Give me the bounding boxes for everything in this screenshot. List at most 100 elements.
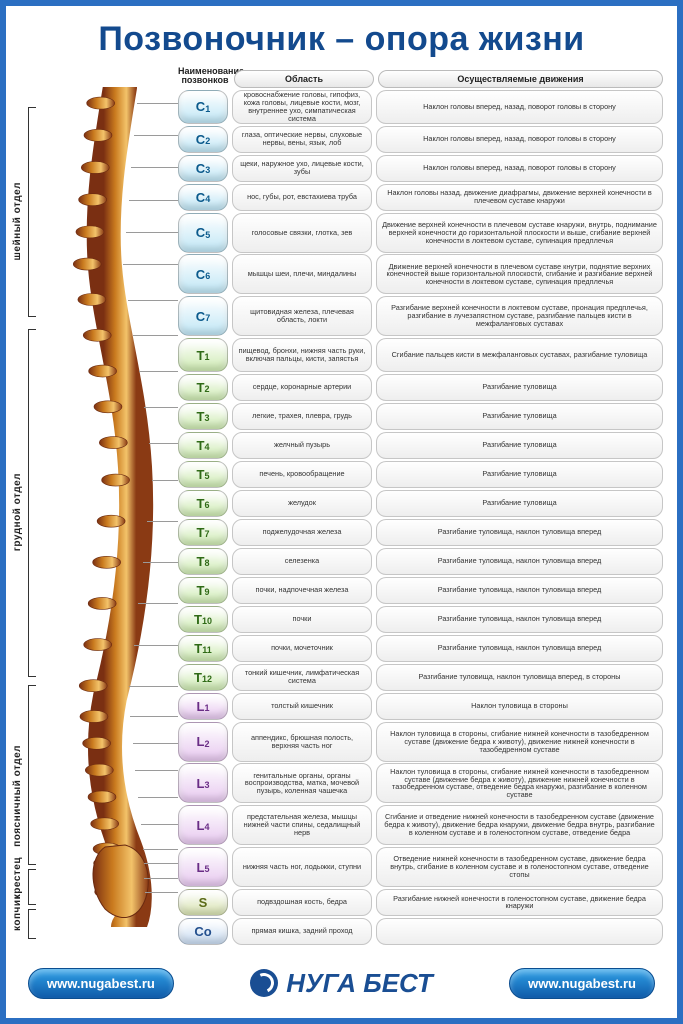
- header-name: Наименование позвонков: [178, 67, 232, 88]
- table-row: Sподвздошная кость, бедраРазгибание нижн…: [178, 889, 663, 916]
- vertebra-badge: T1: [178, 338, 228, 372]
- table-row: L5нижняя часть ног, лодыжки, ступниОтвед…: [178, 847, 663, 887]
- leader-line: [137, 103, 178, 104]
- table-rows: C1кровоснабжение головы, гипофиз, кожа г…: [178, 90, 663, 945]
- vertebra-badge: L2: [178, 722, 228, 762]
- table-row: T4желчный пузырьРазгибание туловища: [178, 432, 663, 459]
- area-cell: почки, надпочечная железа: [232, 577, 372, 604]
- spine-illustration: [50, 87, 170, 927]
- movement-cell: Движение верхней конечности в плечевом с…: [376, 213, 663, 253]
- area-cell: мышцы шеи, плечи, миндалины: [232, 254, 372, 294]
- leader-line: [145, 892, 178, 893]
- vertebra-badge: T2: [178, 374, 228, 401]
- vertebra-badge: C6: [178, 254, 228, 294]
- area-cell: нос, губы, рот, евстахиева труба: [232, 184, 372, 211]
- vertebra-badge: T11: [178, 635, 228, 662]
- vertebra-badge: T3: [178, 403, 228, 430]
- leader-line: [123, 264, 178, 265]
- leader-line: [130, 716, 178, 717]
- vertebra-badge: T9: [178, 577, 228, 604]
- movement-cell: Разгибание туловища: [376, 461, 663, 488]
- table-row: C5голосовые связки, глотка, зевДвижение …: [178, 213, 663, 253]
- area-cell: селезенка: [232, 548, 372, 575]
- vertebra-badge: Co: [178, 918, 228, 945]
- table-row: C3щеки, наружное ухо, лицевые кости, зуб…: [178, 155, 663, 182]
- leader-line: [139, 371, 178, 372]
- vertebra-badge: C1: [178, 90, 228, 124]
- area-cell: прямая кишка, задний проход: [232, 918, 372, 945]
- table-row: T9почки, надпочечная железаРазгибание ту…: [178, 577, 663, 604]
- area-cell: глаза, оптические нервы, слуховые нервы,…: [232, 126, 372, 153]
- table-headers: Наименование позвонков Область Осуществл…: [178, 67, 663, 88]
- footer: www.nugabest.ru НУГА БЕСТ www.nugabest.r…: [6, 956, 677, 1018]
- area-cell: нижняя часть ног, лодыжки, ступни: [232, 847, 372, 887]
- leader-line: [131, 167, 178, 168]
- leader-line: [144, 407, 178, 408]
- leader-line: [133, 335, 178, 336]
- table-row: T8селезенкаРазгибание туловища, наклон т…: [178, 548, 663, 575]
- movement-cell: Разгибание нижней конечности в голеносто…: [376, 889, 663, 916]
- vertebra-badge: S: [178, 889, 228, 916]
- movement-cell: Наклон головы вперед, назад, поворот гол…: [376, 126, 663, 153]
- area-cell: поджелудочная железа: [232, 519, 372, 546]
- table-row: C7щитовидная железа, плечевая область, л…: [178, 296, 663, 336]
- header-movements: Осуществляемые движения: [378, 70, 663, 88]
- area-cell: почки, мочеточник: [232, 635, 372, 662]
- movement-cell: Разгибание туловища: [376, 432, 663, 459]
- vertebra-badge: L1: [178, 693, 228, 720]
- leader-line: [138, 603, 178, 604]
- area-cell: легкие, трахея, плевра, грудь: [232, 403, 372, 430]
- spine-section-bracket: [28, 909, 36, 939]
- leader-line: [128, 300, 178, 301]
- movement-cell: Разгибание туловища: [376, 490, 663, 517]
- vertebra-badge: T4: [178, 432, 228, 459]
- movement-cell: Разгибание туловища, наклон туловища впе…: [376, 664, 663, 691]
- area-cell: кровоснабжение головы, гипофиз, кожа гол…: [232, 90, 372, 124]
- movement-cell: Разгибание туловища: [376, 374, 663, 401]
- leader-line: [143, 849, 178, 850]
- vertebra-badge: C2: [178, 126, 228, 153]
- table-row: T1пищевод, бронхи, нижняя часть руки, вк…: [178, 338, 663, 372]
- leader-line: [126, 232, 178, 233]
- brand-logo-icon: [250, 969, 278, 997]
- spine-section-bracket: [28, 869, 36, 905]
- leader-line: [144, 878, 178, 879]
- area-cell: сердце, коронарные артерии: [232, 374, 372, 401]
- url-pill-right[interactable]: www.nugabest.ru: [509, 968, 655, 999]
- movement-cell: Наклон туловища в стороны: [376, 693, 663, 720]
- leader-line: [141, 824, 178, 825]
- area-cell: почки: [232, 606, 372, 633]
- movement-cell: Разгибание туловища, наклон туловища впе…: [376, 606, 663, 633]
- movement-cell: Разгибание туловища, наклон туловища впе…: [376, 519, 663, 546]
- table-row: T6желудокРазгибание туловища: [178, 490, 663, 517]
- table-row: L2аппендикс, брюшная полость, верхняя ча…: [178, 722, 663, 762]
- leader-line: [133, 743, 178, 744]
- movement-cell: Наклон туловища в стороны, сгибание нижн…: [376, 763, 663, 803]
- area-cell: тонкий кишечник, лимфатическая система: [232, 664, 372, 691]
- vertebra-badge: C4: [178, 184, 228, 211]
- movement-cell: Разгибание верхней конечности в локтевом…: [376, 296, 663, 336]
- leader-line: [134, 135, 178, 136]
- table-row: L4предстательная железа, мышцы нижней ча…: [178, 805, 663, 845]
- table-row: T12тонкий кишечник, лимфатическая систем…: [178, 664, 663, 691]
- vertebra-badge: T5: [178, 461, 228, 488]
- vertebra-badge: L5: [178, 847, 228, 887]
- area-cell: генитальные органы, органы воспроизводст…: [232, 763, 372, 803]
- area-cell: щитовидная железа, плечевая область, лок…: [232, 296, 372, 336]
- movement-cell: Разгибание туловища, наклон туловища впе…: [376, 548, 663, 575]
- movement-cell: Наклон головы вперед, назад, поворот гол…: [376, 90, 663, 124]
- area-cell: предстательная железа, мышцы нижней част…: [232, 805, 372, 845]
- vertebra-badge: L4: [178, 805, 228, 845]
- header-area: Область: [234, 70, 374, 88]
- table-row: Coпрямая кишка, задний проход: [178, 918, 663, 945]
- page-title: Позвоночник – опора жизни: [6, 6, 677, 67]
- vertebra-badge: C3: [178, 155, 228, 182]
- table-row: C1кровоснабжение головы, гипофиз, кожа г…: [178, 90, 663, 124]
- area-cell: аппендикс, брюшная полость, верхняя част…: [232, 722, 372, 762]
- vertebra-badge: T8: [178, 548, 228, 575]
- url-pill-left[interactable]: www.nugabest.ru: [28, 968, 174, 999]
- table-row: T2сердце, коронарные артерииРазгибание т…: [178, 374, 663, 401]
- leader-line: [134, 645, 178, 646]
- leader-line: [152, 480, 178, 481]
- area-cell: щеки, наружное ухо, лицевые кости, зубы: [232, 155, 372, 182]
